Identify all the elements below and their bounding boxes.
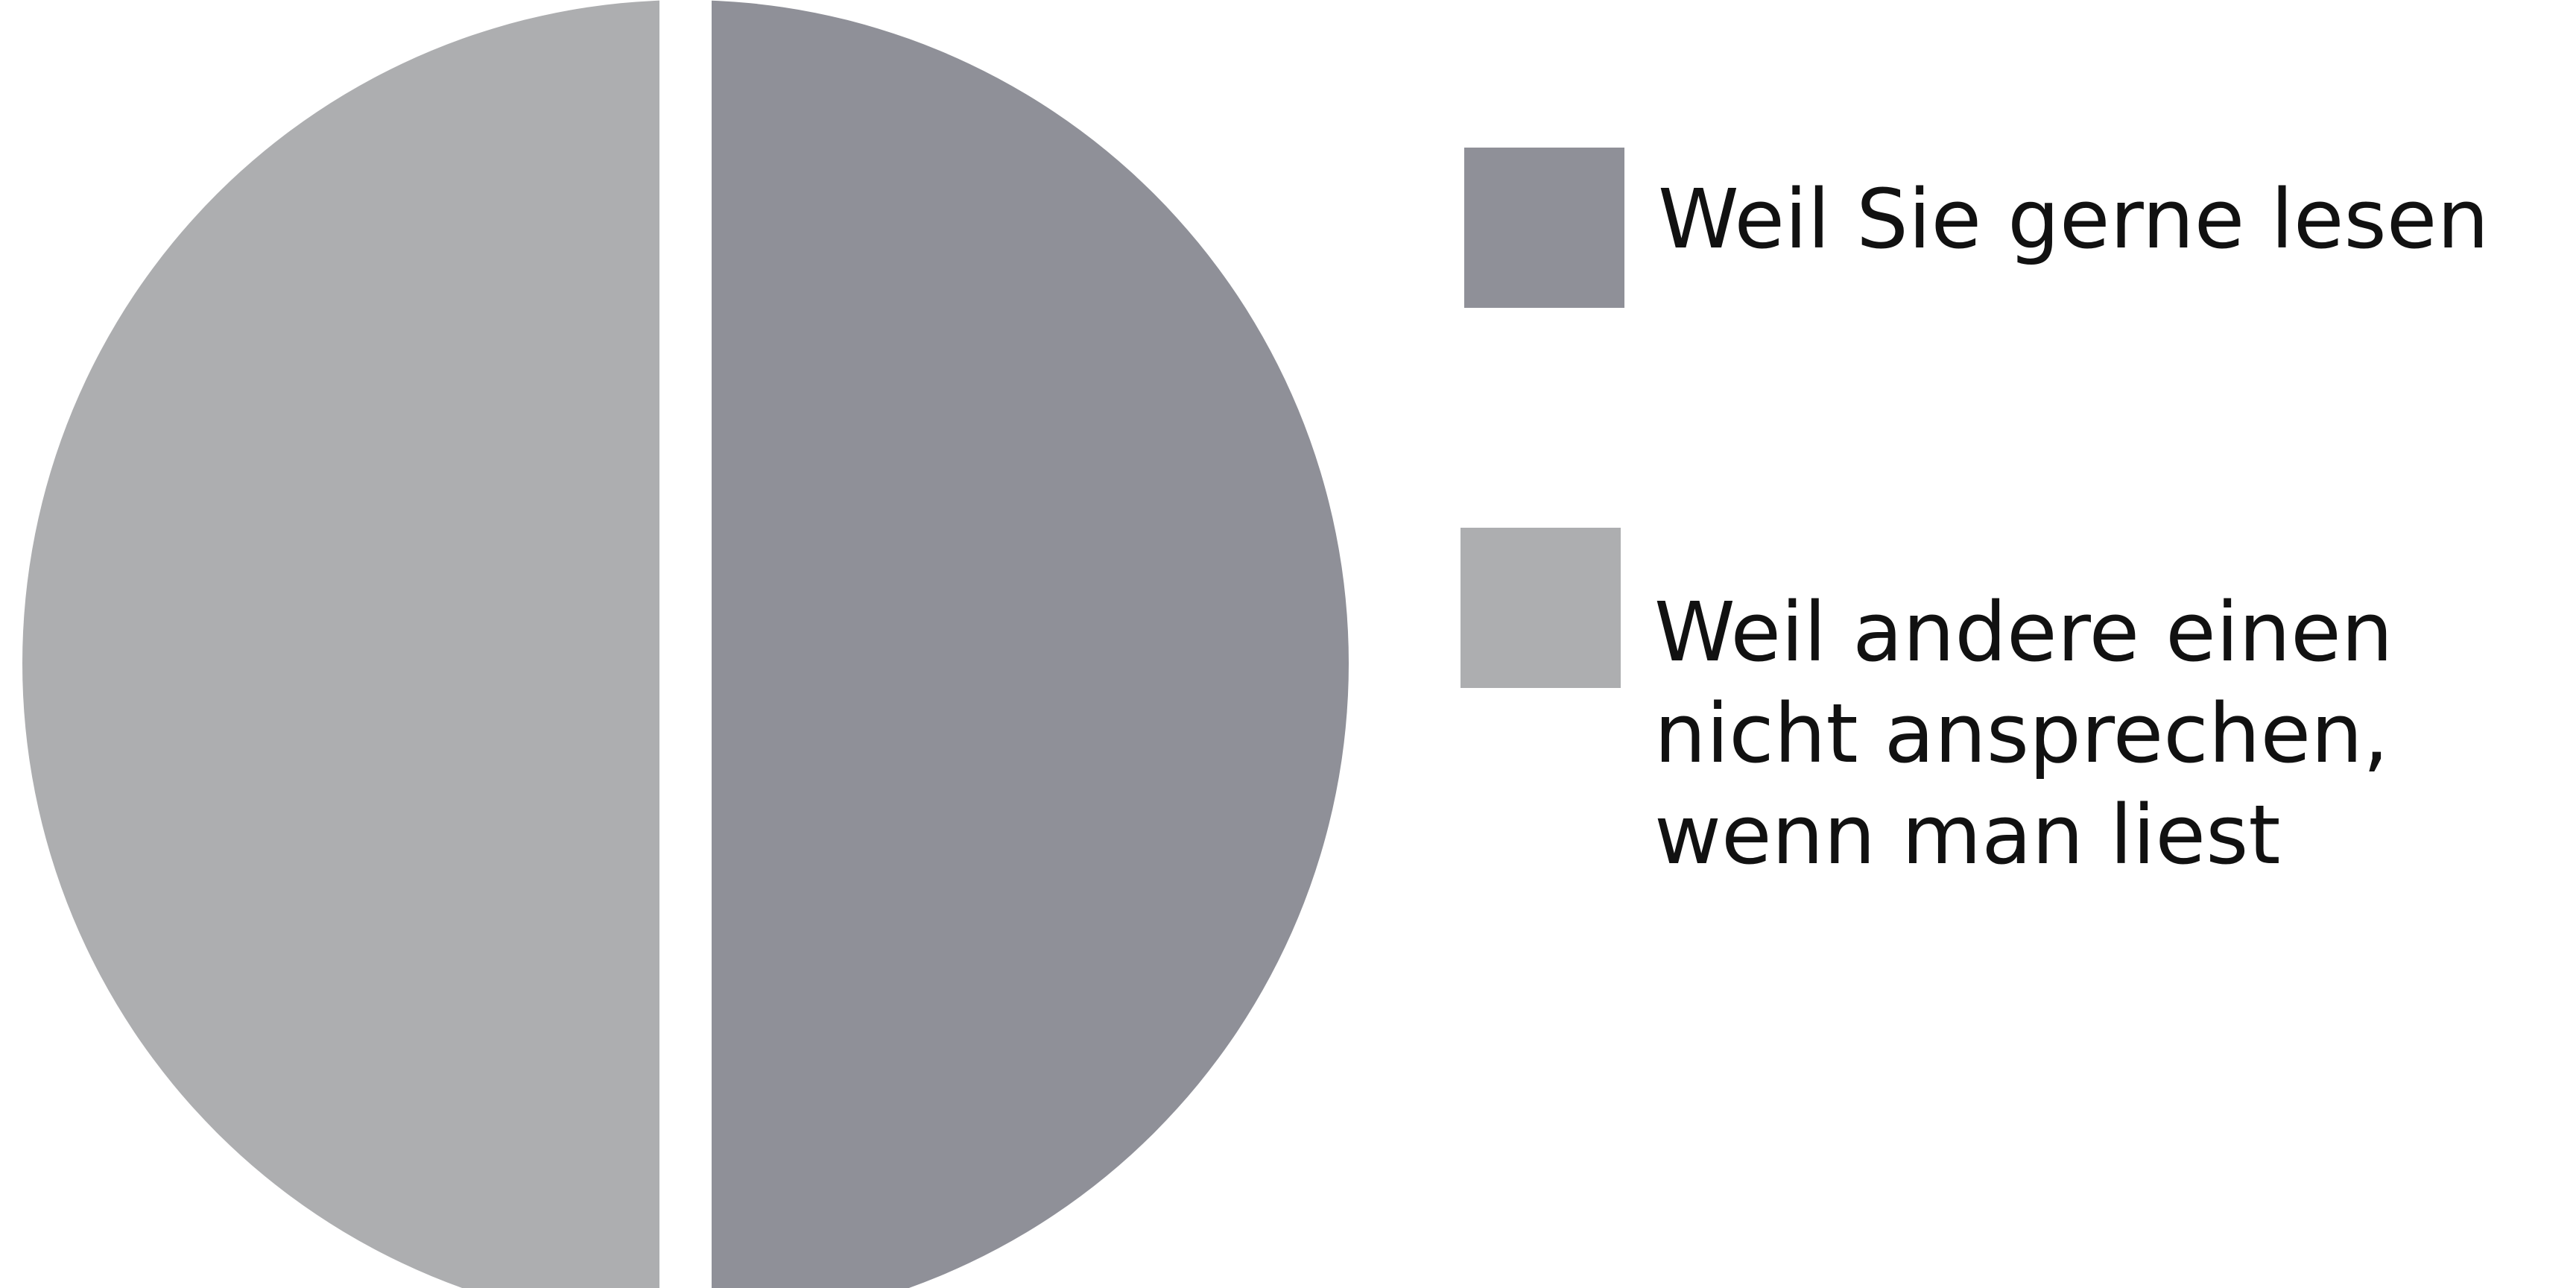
- legend-swatch-gerne-lesen: [1464, 148, 1624, 308]
- legend-label-nicht-ansprechen: Weil andere einen nicht ansprechen, wenn…: [1654, 584, 2393, 883]
- legend-label-gerne-lesen: Weil Sie gerne lesen: [1658, 171, 2490, 267]
- pie-slice-nicht-ansprechen: [22, 0, 686, 1288]
- pie-slice-gerne-lesen: [686, 0, 1349, 1288]
- legend-swatch-nicht-ansprechen: [1461, 528, 1621, 688]
